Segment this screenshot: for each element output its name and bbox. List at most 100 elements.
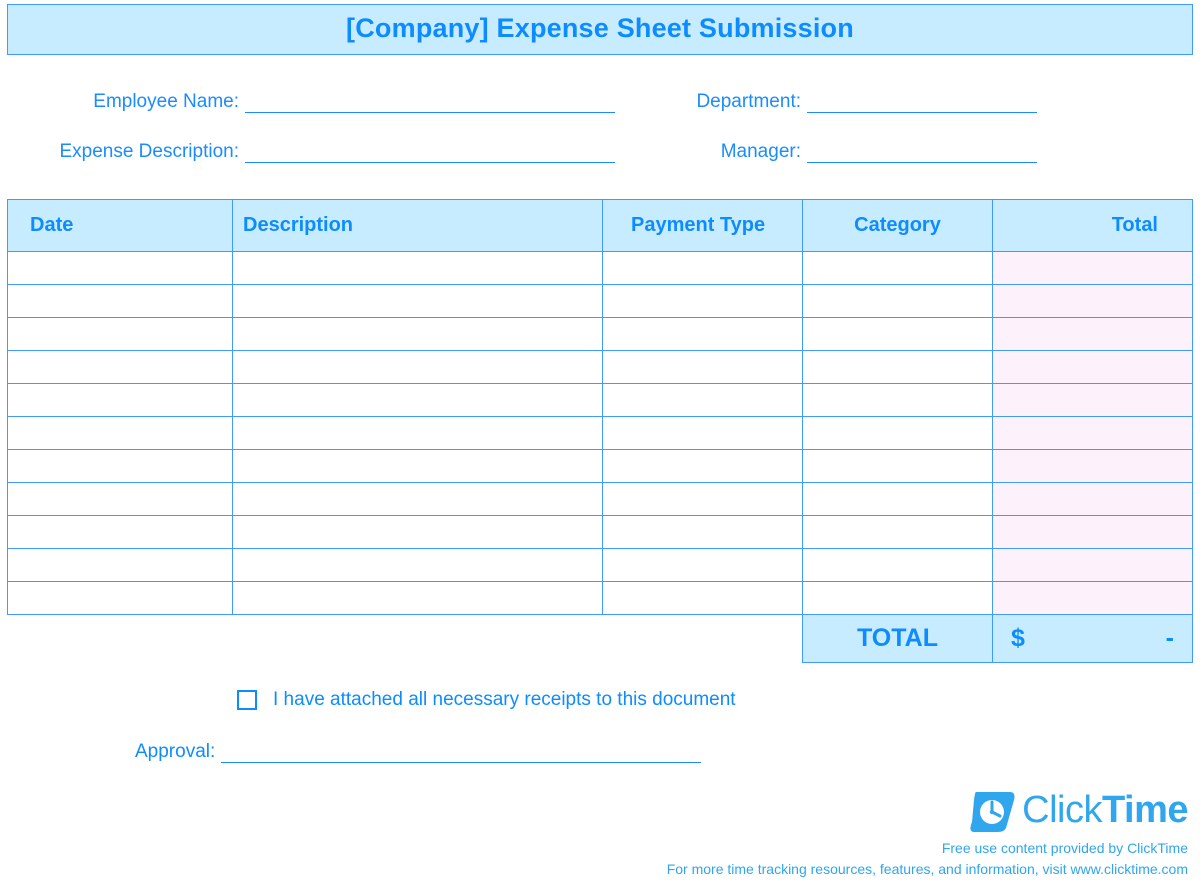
table-row: [8, 516, 1193, 549]
cell-description[interactable]: [233, 318, 603, 351]
brand-logo: ClickTime: [667, 789, 1188, 832]
cell-category[interactable]: [803, 417, 993, 450]
cell-date[interactable]: [8, 351, 233, 384]
cell-category[interactable]: [803, 450, 993, 483]
expense-desc-input[interactable]: [245, 141, 615, 163]
cell-description[interactable]: [233, 285, 603, 318]
cell-payment_type[interactable]: [603, 384, 803, 417]
footer: ClickTime Free use content provided by C…: [667, 789, 1188, 880]
cell-total[interactable]: [993, 384, 1193, 417]
brand-logo-text-2: Time: [1102, 789, 1188, 831]
cell-total[interactable]: [993, 483, 1193, 516]
cell-total[interactable]: [993, 417, 1193, 450]
cell-payment_type[interactable]: [603, 252, 803, 285]
employee-name-field: Employee Name:: [27, 91, 627, 113]
cell-total[interactable]: [993, 582, 1193, 615]
cell-date[interactable]: [8, 285, 233, 318]
cell-description[interactable]: [233, 351, 603, 384]
col-header-payment-type: Payment Type: [603, 200, 803, 252]
cell-payment_type[interactable]: [603, 285, 803, 318]
cell-description[interactable]: [233, 417, 603, 450]
cell-category[interactable]: [803, 516, 993, 549]
table-row: [8, 450, 1193, 483]
table-row: [8, 549, 1193, 582]
grand-total-value: $ -: [993, 615, 1193, 663]
expense-desc-field: Expense Description:: [27, 141, 627, 163]
cell-category[interactable]: [803, 582, 993, 615]
cell-date[interactable]: [8, 318, 233, 351]
grand-total-label: TOTAL: [803, 615, 993, 663]
expense-desc-label: Expense Description:: [27, 141, 245, 163]
cell-description[interactable]: [233, 516, 603, 549]
cell-date[interactable]: [8, 450, 233, 483]
page-title: [Company] Expense Sheet Submission: [8, 13, 1192, 44]
cell-category[interactable]: [803, 351, 993, 384]
table-row: [8, 483, 1193, 516]
approval-label: Approval:: [135, 741, 221, 763]
approval-input[interactable]: [221, 741, 701, 763]
manager-field: Manager:: [627, 141, 1147, 163]
cell-description[interactable]: [233, 549, 603, 582]
cell-payment_type[interactable]: [603, 417, 803, 450]
cell-category[interactable]: [803, 549, 993, 582]
cell-date[interactable]: [8, 483, 233, 516]
brand-logo-text: ClickTime: [1022, 789, 1188, 832]
cell-category[interactable]: [803, 384, 993, 417]
cell-date[interactable]: [8, 417, 233, 450]
table-row: [8, 582, 1193, 615]
table-row: [8, 285, 1193, 318]
grand-total-currency: $: [1011, 624, 1025, 653]
cell-payment_type[interactable]: [603, 549, 803, 582]
cell-total[interactable]: [993, 285, 1193, 318]
grand-total-amount: -: [1166, 624, 1174, 653]
cell-payment_type[interactable]: [603, 450, 803, 483]
col-header-description: Description: [233, 200, 603, 252]
cell-date[interactable]: [8, 549, 233, 582]
title-bar: [Company] Expense Sheet Submission: [7, 4, 1193, 55]
clock-icon: [970, 790, 1016, 832]
table-row: [8, 351, 1193, 384]
cell-payment_type[interactable]: [603, 582, 803, 615]
cell-total[interactable]: [993, 516, 1193, 549]
col-header-date: Date: [8, 200, 233, 252]
table-row: [8, 252, 1193, 285]
table-row: [8, 384, 1193, 417]
brand-logo-text-1: Click: [1022, 789, 1102, 831]
cell-total[interactable]: [993, 252, 1193, 285]
table-row: [8, 417, 1193, 450]
cell-payment_type[interactable]: [603, 483, 803, 516]
grand-total-row: TOTAL $ -: [8, 615, 1193, 663]
cell-date[interactable]: [8, 582, 233, 615]
cell-total[interactable]: [993, 549, 1193, 582]
cell-date[interactable]: [8, 384, 233, 417]
cell-description[interactable]: [233, 252, 603, 285]
receipts-checkbox[interactable]: [237, 690, 257, 710]
cell-description[interactable]: [233, 483, 603, 516]
cell-description[interactable]: [233, 450, 603, 483]
cell-description[interactable]: [233, 582, 603, 615]
approval-row: Approval:: [135, 741, 1193, 763]
col-header-total: Total: [993, 200, 1193, 252]
cell-total[interactable]: [993, 318, 1193, 351]
footer-line-2: For more time tracking resources, featur…: [667, 859, 1188, 880]
grand-total-spacer: [8, 615, 803, 663]
info-block: Employee Name: Department: Expense Descr…: [7, 55, 1193, 199]
cell-category[interactable]: [803, 483, 993, 516]
employee-name-input[interactable]: [245, 91, 615, 113]
employee-name-label: Employee Name:: [27, 91, 245, 113]
cell-date[interactable]: [8, 252, 233, 285]
department-field: Department:: [627, 91, 1147, 113]
cell-payment_type[interactable]: [603, 318, 803, 351]
department-input[interactable]: [807, 91, 1037, 113]
manager-input[interactable]: [807, 141, 1037, 163]
cell-category[interactable]: [803, 252, 993, 285]
cell-total[interactable]: [993, 351, 1193, 384]
cell-category[interactable]: [803, 318, 993, 351]
cell-category[interactable]: [803, 285, 993, 318]
receipts-row: I have attached all necessary receipts t…: [237, 689, 1193, 711]
cell-payment_type[interactable]: [603, 516, 803, 549]
cell-date[interactable]: [8, 516, 233, 549]
cell-payment_type[interactable]: [603, 351, 803, 384]
cell-description[interactable]: [233, 384, 603, 417]
cell-total[interactable]: [993, 450, 1193, 483]
